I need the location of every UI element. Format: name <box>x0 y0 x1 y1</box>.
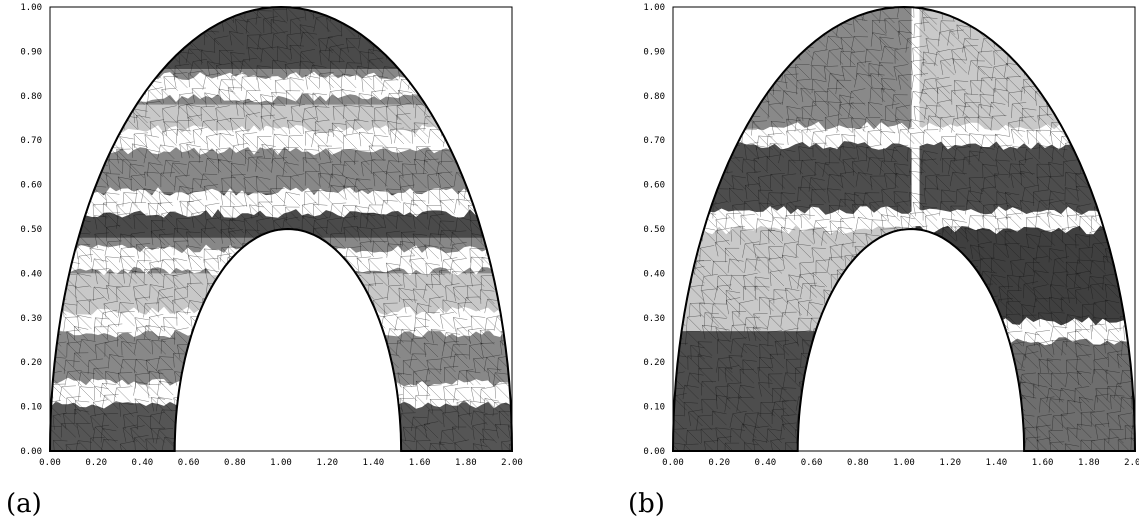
region-band <box>50 402 512 451</box>
y-tick-label: 0.70 <box>643 136 665 146</box>
y-tick-label: 0.40 <box>643 269 665 279</box>
panel-a-xticks: 0.00 0.20 0.40 0.60 0.80 1.00 1.20 1.40 1.60 1.80… <box>39 458 523 468</box>
panel-a-caption: (a) <box>6 489 42 519</box>
x-tick-label: 0.00 <box>39 458 61 468</box>
panel-b-caption: (b) <box>628 489 665 519</box>
y-tick-label: 0.60 <box>643 181 665 191</box>
interface-strip <box>673 121 1135 150</box>
panel-a-outline <box>48 5 514 452</box>
y-tick-label: 0.90 <box>643 47 665 57</box>
region-top-left <box>673 7 916 136</box>
region-right-dark <box>915 220 1135 332</box>
x-tick-label: 1.20 <box>316 458 338 468</box>
x-tick-label: 1.00 <box>270 458 292 468</box>
x-tick-label: 0.80 <box>224 458 246 468</box>
x-tick-label: 0.60 <box>178 458 200 468</box>
panel-b-xticks: 0.00 0.20 0.40 0.60 0.80 1.00 1.20 1.40 1.60 1.80… <box>662 458 1139 468</box>
x-tick-label: 0.20 <box>85 458 107 468</box>
y-tick-label: 0.10 <box>20 403 42 413</box>
x-tick-label: 2.00 <box>501 458 523 468</box>
x-tick-label: 0.00 <box>662 458 684 468</box>
x-tick-label: 0.20 <box>708 458 730 468</box>
y-tick-label: 0.20 <box>643 358 665 368</box>
region-bottom-left <box>673 331 916 451</box>
panel-b-yticks: 0.00 0.10 0.20 0.30 0.40 0.50 0.60 0.70 0.80 0.90… <box>643 3 665 457</box>
y-tick-label: 0.70 <box>20 136 42 146</box>
x-tick-label: 1.80 <box>1078 458 1100 468</box>
x-tick-label: 1.00 <box>893 458 915 468</box>
x-tick-label: 1.60 <box>409 458 431 468</box>
y-tick-label: 0.00 <box>20 447 42 457</box>
y-tick-label: 0.90 <box>20 47 42 57</box>
y-tick-label: 0.40 <box>20 269 42 279</box>
panel-a-domain <box>50 7 512 451</box>
y-tick-label: 1.00 <box>643 3 665 13</box>
panel-b-outline <box>671 5 1137 452</box>
x-tick-label: 2.00 <box>1124 458 1139 468</box>
panel-a: 0.00 0.10 0.20 0.30 0.40 0.50 0.60 0.70 0.80 0.90… <box>6 3 523 519</box>
y-tick-label: 0.80 <box>20 92 42 102</box>
y-tick-label: 0.50 <box>20 225 42 235</box>
x-tick-label: 1.20 <box>939 458 961 468</box>
y-tick-label: 1.00 <box>20 3 42 13</box>
y-tick-label: 0.50 <box>643 225 665 235</box>
y-tick-label: 0.20 <box>20 358 42 368</box>
y-tick-label: 0.30 <box>643 314 665 324</box>
y-tick-label: 0.00 <box>643 447 665 457</box>
x-tick-label: 0.40 <box>132 458 154 468</box>
y-tick-label: 0.80 <box>643 92 665 102</box>
x-tick-label: 1.40 <box>986 458 1008 468</box>
panel-a-yticks: 0.00 0.10 0.20 0.30 0.40 0.50 0.60 0.70 0.80 0.90… <box>20 3 42 457</box>
y-tick-label: 0.60 <box>20 181 42 191</box>
panel-b: 0.00 0.10 0.20 0.30 0.40 0.50 0.60 0.70 0.80 0.90… <box>628 3 1139 519</box>
interface-vertical <box>911 7 920 221</box>
region-mid-band <box>673 135 1135 221</box>
y-tick-label: 0.10 <box>643 403 665 413</box>
region-top-right <box>915 7 1135 136</box>
interface-strip <box>915 317 1135 346</box>
x-tick-label: 1.80 <box>455 458 477 468</box>
region-band <box>50 7 512 70</box>
x-tick-label: 0.80 <box>847 458 869 468</box>
y-tick-label: 0.30 <box>20 314 42 324</box>
x-tick-label: 1.40 <box>363 458 385 468</box>
x-tick-label: 0.40 <box>755 458 777 468</box>
x-tick-label: 1.60 <box>1032 458 1054 468</box>
x-tick-label: 0.60 <box>801 458 823 468</box>
